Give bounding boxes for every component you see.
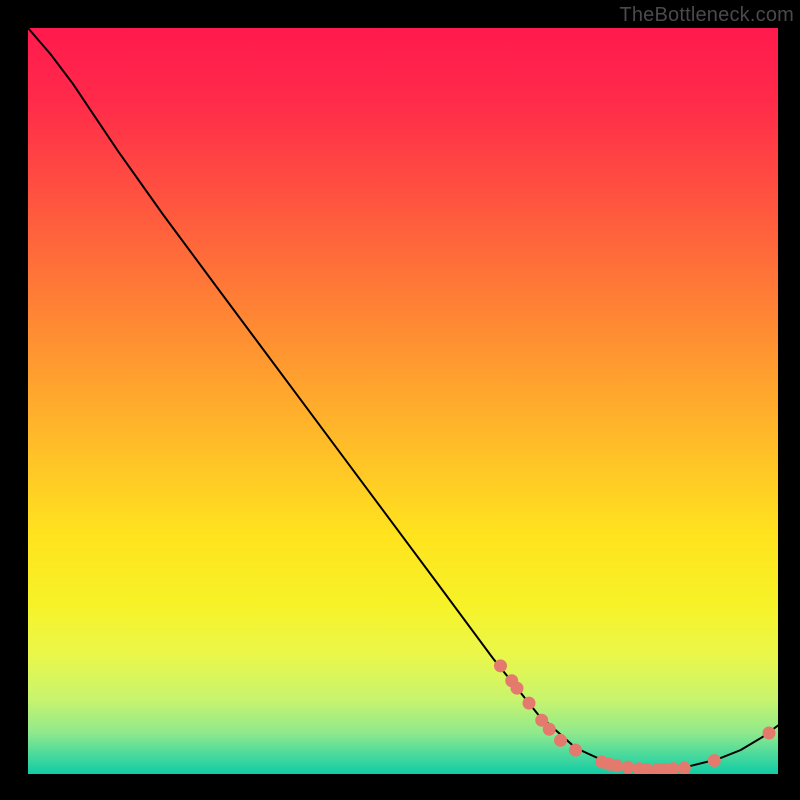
data-marker — [708, 754, 721, 767]
data-marker — [667, 762, 680, 775]
data-marker — [511, 682, 524, 695]
data-marker — [554, 734, 567, 747]
data-marker — [622, 761, 635, 774]
watermark-label: TheBottleneck.com — [619, 4, 794, 27]
data-marker — [494, 659, 507, 672]
data-marker — [569, 744, 582, 757]
data-marker — [610, 759, 623, 772]
data-marker — [640, 763, 653, 776]
data-marker — [543, 723, 556, 736]
data-marker — [678, 762, 691, 775]
data-marker — [763, 726, 776, 739]
bottleneck-chart — [0, 0, 800, 800]
data-marker — [523, 697, 536, 710]
chart-background — [28, 28, 778, 774]
